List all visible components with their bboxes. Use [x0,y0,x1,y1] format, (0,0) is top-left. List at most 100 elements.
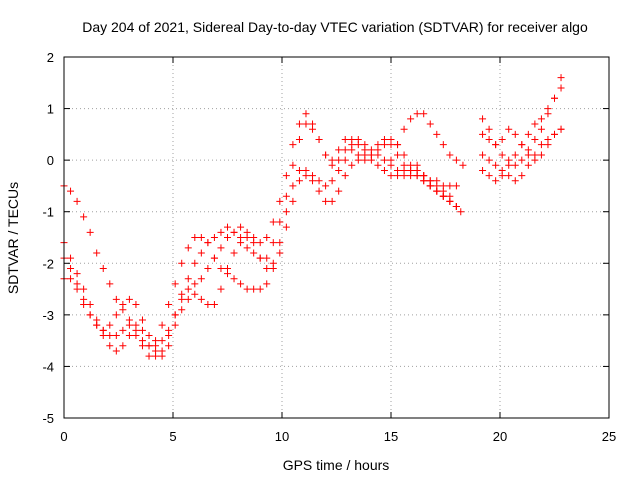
data-point [387,172,395,180]
data-point [210,301,218,309]
data-point [380,156,388,164]
data-point [394,151,402,159]
data-point [158,337,166,345]
data-point [492,177,500,185]
data-point [439,192,447,200]
y-tick-label: -1 [42,205,54,220]
data-point [217,228,225,236]
data-point [158,321,166,329]
data-point [361,156,369,164]
x-tick-label: 5 [169,429,176,444]
data-point [204,301,212,309]
data-point [119,301,127,309]
data-point [341,172,349,180]
data-point [93,249,101,257]
data-points [60,74,565,360]
data-point [269,239,277,247]
data-point [518,141,526,149]
data-point [433,130,441,138]
data-point [295,177,303,185]
data-point [125,295,133,303]
data-point [400,161,408,169]
data-point [446,197,454,205]
data-point [302,120,310,128]
data-point [112,347,120,355]
data-point [269,218,277,226]
data-point [145,331,153,339]
data-point [335,187,343,195]
data-point [289,182,297,190]
x-tick-label: 15 [384,429,398,444]
data-point [204,239,212,247]
data-point [93,321,101,329]
data-point [498,136,506,144]
data-point [178,306,186,314]
series-track-f [413,161,465,216]
series-track-i [479,84,565,185]
data-point [145,342,153,350]
data-point [420,110,428,118]
data-point [413,110,421,118]
data-point [67,187,75,195]
data-point [309,177,317,185]
data-point [557,125,565,133]
data-point [394,172,402,180]
data-point [492,161,500,169]
chart-title: Day 204 of 2021, Sidereal Day-to-day VTE… [82,19,588,35]
data-point [210,254,218,262]
data-point [426,120,434,128]
x-tick-label: 20 [493,429,507,444]
data-point [138,326,146,334]
data-point [452,182,460,190]
data-point [282,223,290,231]
data-point [518,156,526,164]
data-point [171,280,179,288]
data-point [106,321,114,329]
data-point [112,311,120,319]
data-point [224,264,231,272]
data-point [256,239,264,247]
x-tick-label: 25 [602,429,616,444]
data-point [184,295,192,303]
data-point [328,197,336,205]
data-point [171,311,179,319]
y-tick-label: -5 [42,411,54,426]
data-point [230,275,238,283]
data-point [289,161,297,169]
data-point [99,264,107,272]
data-point [125,331,133,339]
data-point [237,223,245,231]
data-point [485,172,493,180]
data-point [276,197,284,205]
data-point [256,285,264,293]
data-point [505,125,513,133]
data-point [524,161,532,169]
series-track-j [479,125,565,164]
data-point [263,254,271,262]
data-point [80,213,88,221]
data-point [374,161,382,169]
data-point [341,146,349,154]
data-point [315,136,323,144]
data-point [250,249,258,257]
x-axis-label: GPS time / hours [283,457,390,473]
x-tick-label: 10 [275,429,289,444]
data-point [132,301,140,309]
data-point [361,146,369,154]
data-point [67,275,75,283]
data-point [178,259,186,267]
data-point [387,156,395,164]
data-point [524,151,532,159]
data-point [446,151,454,159]
data-point [315,187,323,195]
data-point [224,234,231,241]
data-point [243,285,251,293]
data-point [197,234,205,241]
data-point [557,84,565,92]
data-point [197,295,205,303]
data-point [335,156,343,164]
data-point [544,105,552,113]
data-point [407,115,415,123]
data-point [426,182,434,190]
data-point [269,259,277,267]
